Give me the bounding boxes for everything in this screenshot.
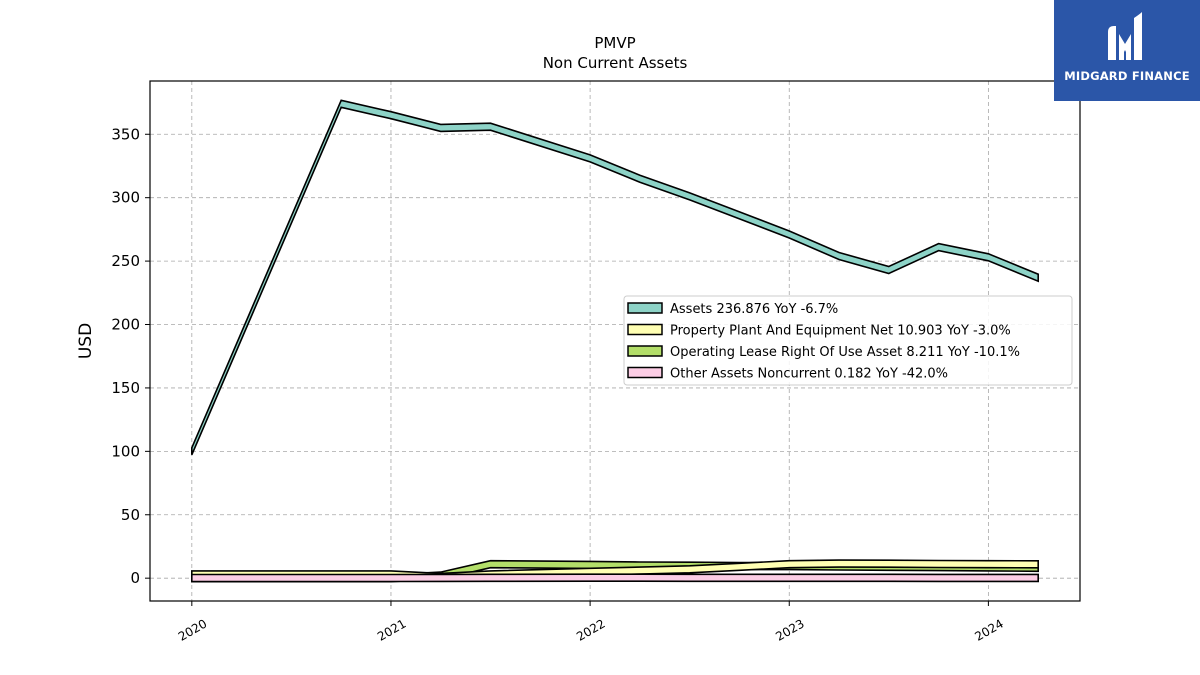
y-tick-label: 50 [121,506,140,524]
legend-swatch [627,366,663,379]
y-tick-label: 150 [111,379,140,397]
series-layer [191,99,1039,583]
x-tick-label: 2021 [375,616,408,643]
x-tick-label: 2020 [176,616,209,643]
y-tick-label: 300 [111,189,140,207]
logo-mark-icon [1108,12,1142,60]
y-tick-label: 350 [111,125,140,143]
y-tick-label: 100 [111,442,140,460]
series-band-assets [191,99,1039,456]
legend-swatch [627,323,663,336]
logo-text: MIDGARD FINANCE [1064,69,1190,83]
series-band-other-assets-noncurrent [191,573,1039,583]
legend-box [623,295,1073,386]
legend-swatch [627,345,663,357]
legend: Assets 236.876 YoY -6.7% Property Plant A… [623,295,1073,386]
plot-frame [149,80,1081,602]
legend-entry: Property Plant And Equipment Net 10.903 … [670,324,1011,339]
x-tick-label: 2022 [574,616,607,643]
x-tick-label: 2024 [972,616,1005,643]
x-tick-label: 2023 [773,616,806,643]
legend-entry: Operating Lease Right Of Use Asset 8.211… [670,345,1020,360]
y-tick-label: 200 [111,316,140,334]
logo: MIDGARD FINANCE [1054,0,1200,101]
chart-subtitle: Non Current Assets [543,54,688,72]
legend-entry: Assets 236.876 YoY -6.7% [670,302,838,317]
x-ticks: 2020 2021 2022 2023 2024 [176,601,1006,644]
y-ticks: 0 50 100 150 200 250 300 350 [111,125,150,587]
y-axis-label: USD [76,323,96,359]
chart-title: PMVP [594,34,635,52]
y-tick-label: 250 [111,252,140,270]
legend-entry: Other Assets Noncurrent 0.182 YoY -42.0% [670,367,948,382]
y-tick-label: 0 [130,569,140,587]
legend-swatch [627,302,663,314]
